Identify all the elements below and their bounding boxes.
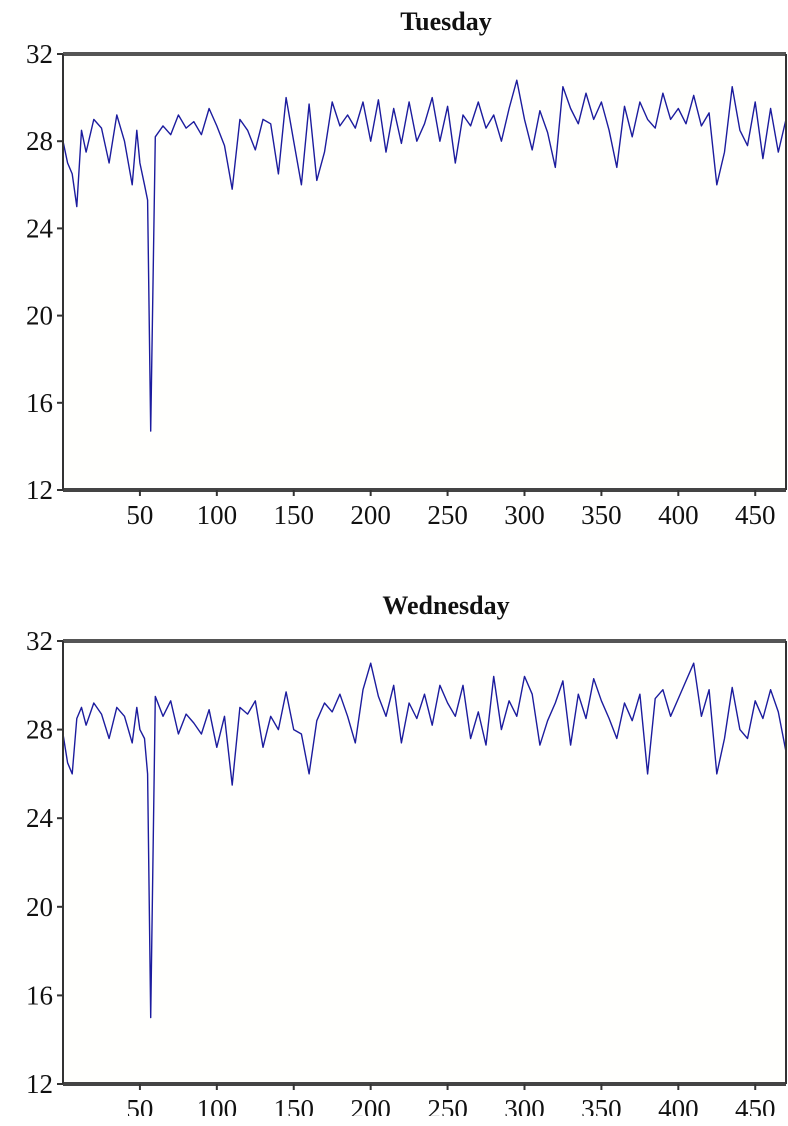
chart-title: Wednesday	[382, 591, 509, 620]
x-tick-label: 450	[735, 500, 776, 530]
chart-panel-wednesday: Wednesday 12 16 20 24 28 32 50 100 150 200 250 300 3…	[0, 586, 788, 1116]
y-tick-label: 12	[26, 475, 53, 505]
x-tick-label: 200	[350, 500, 391, 530]
x-tick-label: 50	[126, 1094, 153, 1116]
y-tick-label: 12	[26, 1069, 53, 1099]
x-tick-label: 450	[735, 1094, 776, 1116]
y-tick-label: 20	[26, 301, 53, 331]
x-tick-label: 100	[197, 1094, 238, 1116]
x-tick-label: 300	[504, 500, 545, 530]
plot-area	[63, 54, 786, 490]
x-tick-label: 400	[658, 500, 699, 530]
plot-area	[63, 641, 786, 1084]
y-tick-label: 24	[26, 213, 54, 243]
y-tick-label: 16	[26, 388, 53, 418]
chart-title: Tuesday	[400, 7, 492, 36]
chart-panel-tuesday: Tuesday 12 16 20 24 28 32 50 100 150 200 250 300 350…	[0, 0, 788, 530]
y-tick-label: 20	[26, 892, 53, 922]
x-tick-label: 250	[427, 500, 468, 530]
y-tick-label: 24	[26, 803, 54, 833]
series-line-0	[62, 662, 787, 1019]
x-tick-label: 200	[350, 1094, 391, 1116]
x-tick-label: 350	[581, 1094, 622, 1116]
y-tick-label: 28	[26, 126, 53, 156]
chart-tuesday: Tuesday 12 16 20 24 28 32 50 100 150 200 250 300 350…	[26, 7, 787, 530]
series-line-0	[62, 79, 787, 432]
x-tick-label: 150	[273, 1094, 314, 1116]
y-tick-label: 28	[26, 715, 53, 745]
y-tick-label: 32	[26, 39, 53, 69]
y-tick-label: 32	[26, 626, 53, 656]
x-tick-label: 100	[197, 500, 238, 530]
y-tick-label: 16	[26, 980, 53, 1010]
x-tick-label: 350	[581, 500, 622, 530]
x-tick-label: 150	[273, 500, 314, 530]
x-tick-label: 50	[126, 500, 153, 530]
x-tick-label: 400	[658, 1094, 699, 1116]
x-tick-label: 300	[504, 1094, 545, 1116]
chart-wednesday: Wednesday 12 16 20 24 28 32 50 100 150 200 250 300 3…	[26, 591, 787, 1116]
x-tick-label: 250	[427, 1094, 468, 1116]
